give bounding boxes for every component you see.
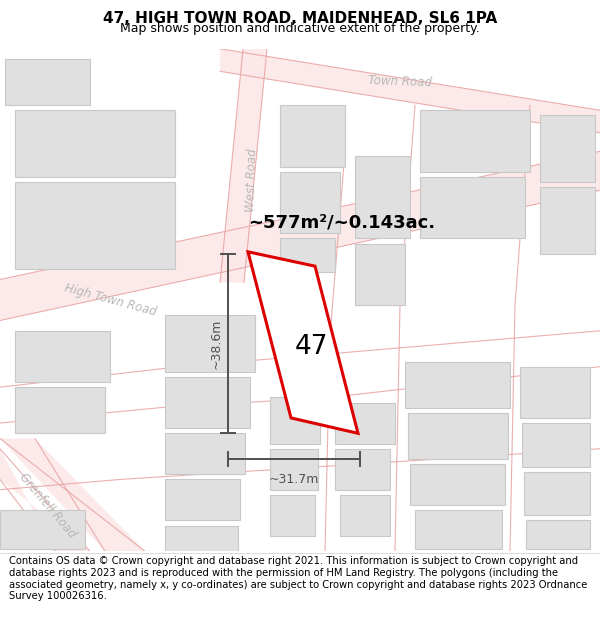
Polygon shape <box>0 439 145 551</box>
Polygon shape <box>0 510 85 549</box>
Polygon shape <box>335 402 395 444</box>
Text: ~31.7m: ~31.7m <box>269 473 319 486</box>
Text: Grenfell Road: Grenfell Road <box>17 470 79 540</box>
Text: 47: 47 <box>294 334 328 361</box>
Polygon shape <box>524 472 590 516</box>
Polygon shape <box>420 177 525 239</box>
Text: 47, HIGH TOWN ROAD, MAIDENHEAD, SL6 1PA: 47, HIGH TOWN ROAD, MAIDENHEAD, SL6 1PA <box>103 11 497 26</box>
Polygon shape <box>165 479 240 521</box>
Polygon shape <box>270 495 315 536</box>
Text: Contains OS data © Crown copyright and database right 2021. This information is : Contains OS data © Crown copyright and d… <box>9 556 587 601</box>
Polygon shape <box>280 172 340 233</box>
Polygon shape <box>220 49 600 133</box>
Polygon shape <box>270 449 318 490</box>
Polygon shape <box>355 156 410 239</box>
Polygon shape <box>280 239 335 272</box>
Polygon shape <box>165 377 250 428</box>
Polygon shape <box>15 331 110 382</box>
Polygon shape <box>15 387 105 433</box>
Polygon shape <box>405 361 510 408</box>
Polygon shape <box>15 110 175 177</box>
Text: Map shows position and indicative extent of the property.: Map shows position and indicative extent… <box>120 22 480 35</box>
Polygon shape <box>165 526 238 551</box>
Polygon shape <box>15 182 175 269</box>
Polygon shape <box>5 59 90 105</box>
Polygon shape <box>355 244 405 305</box>
Polygon shape <box>280 105 345 167</box>
Polygon shape <box>540 116 595 182</box>
Polygon shape <box>0 151 600 321</box>
Polygon shape <box>165 316 255 372</box>
Polygon shape <box>540 188 595 254</box>
Polygon shape <box>408 412 508 459</box>
Polygon shape <box>415 510 502 549</box>
Polygon shape <box>526 521 590 549</box>
Polygon shape <box>420 110 530 172</box>
Text: ~38.6m: ~38.6m <box>210 318 223 369</box>
Polygon shape <box>0 449 90 551</box>
Polygon shape <box>522 423 590 467</box>
Text: West Road: West Road <box>244 148 260 212</box>
Polygon shape <box>340 495 390 536</box>
Polygon shape <box>520 367 590 418</box>
Text: Town Road: Town Road <box>368 74 432 89</box>
Polygon shape <box>410 464 505 505</box>
Polygon shape <box>335 449 390 490</box>
Text: High Town Road: High Town Road <box>62 281 157 319</box>
Polygon shape <box>220 49 267 282</box>
Polygon shape <box>165 433 245 474</box>
Polygon shape <box>270 398 320 444</box>
Polygon shape <box>248 252 358 433</box>
Text: ~577m²/~0.143ac.: ~577m²/~0.143ac. <box>248 213 435 231</box>
